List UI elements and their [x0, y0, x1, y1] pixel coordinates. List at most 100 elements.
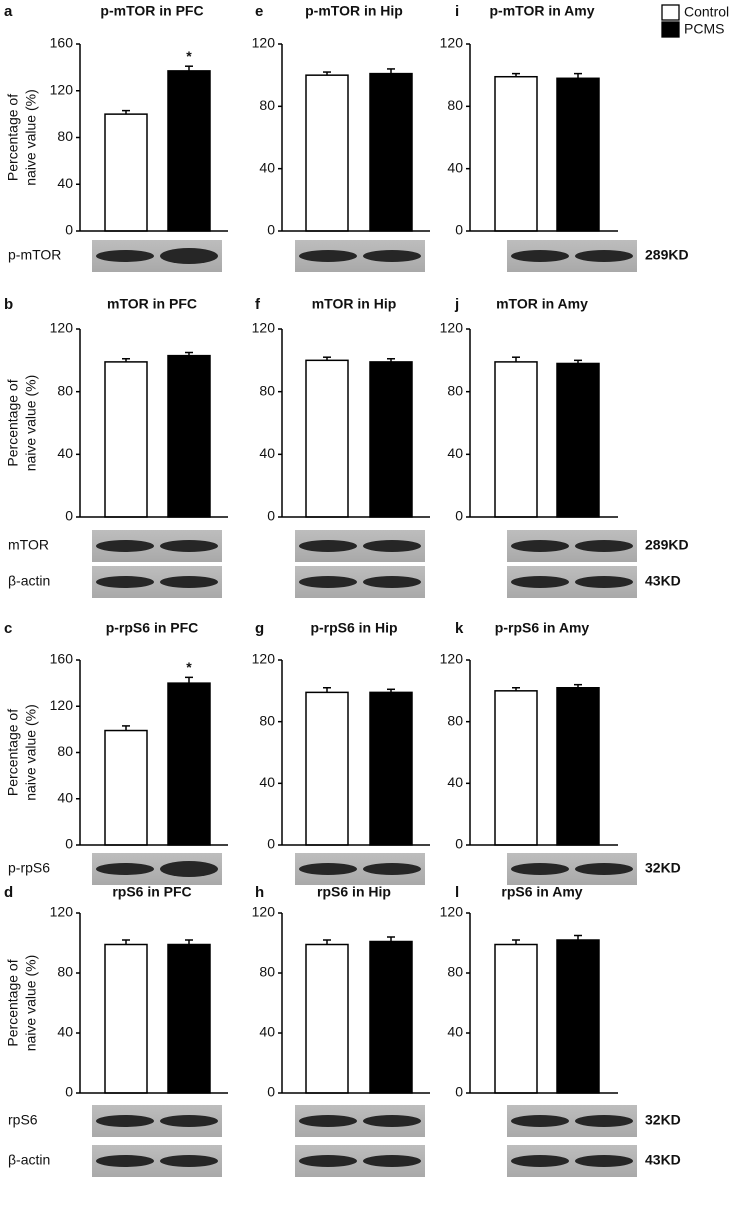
- western-blot: [92, 1145, 222, 1177]
- blot-band: [511, 576, 569, 588]
- y-tick-label: 120: [440, 904, 464, 920]
- legend-swatch: [661, 4, 680, 21]
- y-tick-label: 120: [50, 697, 74, 713]
- blot-size: 43KD: [645, 573, 681, 589]
- western-blot: [507, 853, 637, 885]
- blot-band: [96, 576, 154, 588]
- blot-band: [363, 1115, 421, 1127]
- blot-band: [160, 248, 218, 264]
- blot-band: [299, 250, 357, 262]
- y-tick-label: 80: [57, 382, 73, 398]
- western-blot: [92, 853, 222, 885]
- bar: [104, 361, 148, 518]
- western-blot: [92, 240, 222, 272]
- western-blot: [295, 1145, 425, 1177]
- blot-band: [160, 540, 218, 552]
- blot-band: [96, 250, 154, 262]
- y-tick-label: 0: [455, 1084, 463, 1100]
- panel-letter: c: [4, 620, 12, 637]
- blot-band: [299, 1155, 357, 1167]
- y-tick-label: 0: [267, 836, 275, 852]
- western-blot: [92, 1105, 222, 1137]
- y-tick-label: 120: [440, 651, 464, 667]
- blot-band: [363, 1155, 421, 1167]
- y-tick-label: 80: [259, 712, 275, 728]
- panel-title: p-mTOR in PFC: [100, 3, 203, 19]
- panel-letter: k: [455, 620, 464, 637]
- panel-letter: i: [455, 3, 459, 20]
- y-tick-label: 120: [50, 81, 74, 97]
- y-tick-label: 40: [447, 1024, 463, 1040]
- blot-band: [575, 863, 633, 875]
- y-tick-label: 120: [440, 35, 464, 51]
- panel-title: rpS6 in PFC: [112, 884, 191, 900]
- blot-band: [363, 576, 421, 588]
- blot-band: [160, 576, 218, 588]
- blot-label: p-rpS6: [8, 860, 50, 876]
- panel-letter: e: [255, 3, 263, 20]
- blot-size: 43KD: [645, 1152, 681, 1168]
- y-tick-label: 0: [455, 836, 463, 852]
- blot-size: 289KD: [645, 537, 689, 553]
- y-tick-label: 160: [50, 651, 74, 667]
- blot-size: 289KD: [645, 247, 689, 263]
- blot-band: [363, 863, 421, 875]
- blot-band: [299, 1115, 357, 1127]
- panel-title: p-rpS6 in Amy: [495, 620, 590, 636]
- bar: [305, 943, 349, 1094]
- panel-letter: a: [4, 3, 13, 20]
- blot-band: [299, 863, 357, 875]
- blot-band: [96, 1155, 154, 1167]
- y-tick-label: 80: [447, 382, 463, 398]
- blot-band: [575, 576, 633, 588]
- panel-title: p-mTOR in Amy: [489, 3, 594, 19]
- blot-band: [511, 250, 569, 262]
- y-axis-label: Percentage of: [5, 959, 21, 1046]
- blot-band: [511, 540, 569, 552]
- panel-letter: h: [255, 884, 264, 901]
- blot-band: [511, 1115, 569, 1127]
- blot-band: [575, 1155, 633, 1167]
- y-tick-label: 80: [259, 382, 275, 398]
- y-tick-label: 0: [455, 508, 463, 524]
- bar: [305, 359, 349, 518]
- bar: [369, 940, 413, 1094]
- legend-swatch: [661, 21, 680, 38]
- bar: [556, 687, 600, 846]
- y-axis-label: Percentage of: [5, 94, 21, 181]
- y-tick-label: 120: [252, 35, 276, 51]
- bar: [167, 682, 211, 846]
- western-blot: [507, 240, 637, 272]
- blot-band: [363, 540, 421, 552]
- y-tick-label: 120: [252, 904, 276, 920]
- y-axis-label: Percentage of: [5, 379, 21, 466]
- y-tick-label: 80: [259, 964, 275, 980]
- y-tick-label: 40: [447, 159, 463, 175]
- y-axis-label: naive value (%): [23, 89, 39, 186]
- panel-letter: d: [4, 884, 13, 901]
- y-tick-label: 80: [259, 97, 275, 113]
- blot-size: 32KD: [645, 860, 681, 876]
- blot-band: [160, 861, 218, 877]
- y-tick-label: 0: [65, 1084, 73, 1100]
- y-tick-label: 40: [57, 175, 73, 191]
- bar: [494, 690, 538, 846]
- significance-mark: *: [186, 659, 192, 675]
- y-tick-label: 40: [259, 1024, 275, 1040]
- y-tick-label: 120: [50, 904, 74, 920]
- significance-mark: *: [186, 48, 192, 64]
- bar: [104, 943, 148, 1094]
- blot-band: [299, 576, 357, 588]
- panel-letter: g: [255, 620, 264, 637]
- panel-title: mTOR in Amy: [496, 296, 588, 312]
- panel-title: mTOR in Hip: [312, 296, 397, 312]
- blot-label: p-mTOR: [8, 247, 61, 263]
- panel-letter: l: [455, 884, 459, 901]
- y-tick-label: 80: [447, 97, 463, 113]
- y-tick-label: 120: [440, 320, 464, 336]
- y-tick-label: 80: [57, 743, 73, 759]
- y-tick-label: 40: [259, 445, 275, 461]
- panel-letter: f: [255, 296, 261, 313]
- panel-title: p-rpS6 in Hip: [310, 620, 397, 636]
